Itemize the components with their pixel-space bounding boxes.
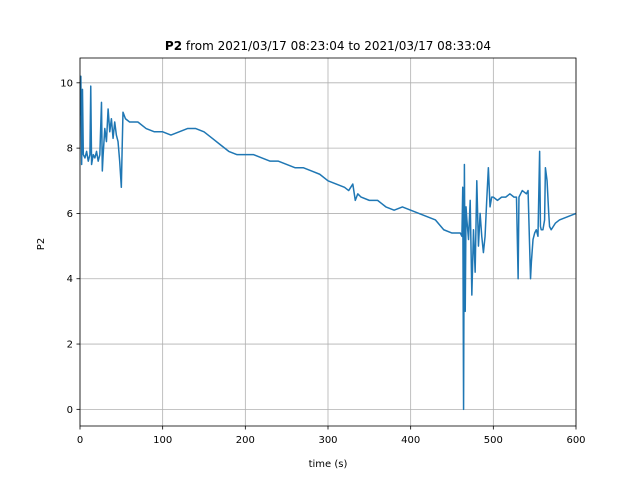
x-tick-label: 400 xyxy=(401,435,420,446)
chart-title: P2 from 2021/03/17 08:23:04 to 2021/03/1… xyxy=(165,39,491,53)
x-tick-label: 600 xyxy=(566,435,585,446)
x-tick-label: 100 xyxy=(153,435,172,446)
plot-frame xyxy=(79,57,577,427)
title-rest: from 2021/03/17 08:23:04 to 2021/03/17 0… xyxy=(186,39,491,53)
y-tick-label: 0 xyxy=(67,405,73,416)
y-tick-label: 8 xyxy=(67,144,73,155)
data-line xyxy=(80,75,576,411)
y-tick-label: 6 xyxy=(67,209,73,220)
x-tick-label: 500 xyxy=(484,435,503,446)
y-tick-label: 2 xyxy=(67,340,73,351)
x-axis-label: time (s) xyxy=(309,459,348,470)
y-tick-label: 4 xyxy=(67,274,73,285)
y-axis-label: P2 xyxy=(36,238,47,250)
x-tick-label: 300 xyxy=(318,435,337,446)
title-bold: P2 xyxy=(165,39,182,53)
x-tick-label: 200 xyxy=(236,435,255,446)
x-tick-label: 0 xyxy=(77,435,83,446)
y-tick-label: 10 xyxy=(60,78,73,89)
